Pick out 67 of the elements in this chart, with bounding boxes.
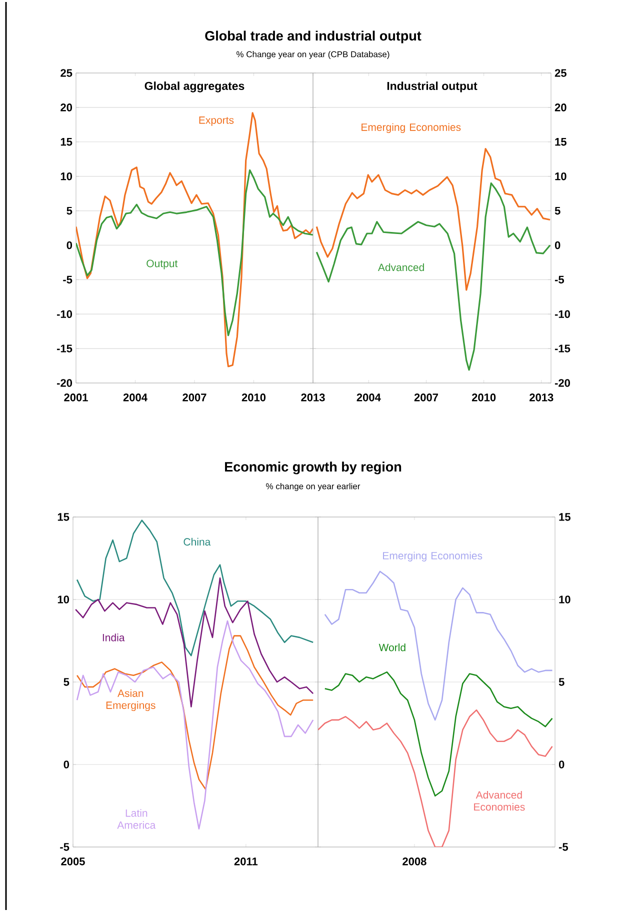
chart-title: Global trade and industrial output (205, 30, 422, 44)
x-tick-label: 2001 (64, 394, 88, 402)
x-tick-label: 2008 (402, 858, 426, 866)
x-tick-label: 2004 (123, 394, 148, 402)
line-series (316, 182, 551, 371)
text: China (184, 538, 211, 546)
line-series (76, 169, 313, 336)
x-tick-label: 2010 (242, 394, 266, 402)
line-series (316, 148, 551, 291)
y-tick-label: 25 (554, 69, 566, 77)
y-tick-label: 5 (558, 678, 564, 686)
y-tick-label: -10 (56, 310, 72, 318)
text: India (102, 634, 125, 642)
y-tick-label: 25 (60, 69, 72, 77)
series-label: Emerging Economies (383, 552, 482, 562)
x-tick-label: 2007 (182, 394, 206, 402)
chart-title: Economic growth by region (225, 462, 402, 474)
y-tick-label: 0 (554, 241, 560, 250)
line-series (318, 709, 553, 847)
y-tick-label: -15 (554, 344, 570, 352)
line-series (76, 112, 313, 368)
y-tick-label: -5 (60, 843, 70, 851)
text: Industrial output (387, 82, 478, 92)
y-tick-label: 0 (558, 760, 564, 768)
text: Emerging Economies (362, 123, 461, 133)
y-tick-label: 5 (66, 206, 72, 215)
line-series (324, 570, 553, 721)
x-tick-label: 2013 (301, 394, 325, 402)
text: Advanced Economies (474, 790, 525, 811)
y-tick-label: 20 (554, 104, 566, 112)
y-tick-label: 0 (64, 760, 70, 768)
series-label: Exports (199, 116, 234, 126)
y-tick-label: 15 (60, 138, 72, 146)
text: Output (146, 260, 178, 270)
y-tick-label: -10 (554, 310, 570, 318)
y-tick-label: 5 (554, 206, 560, 215)
y-tick-label: -20 (56, 379, 72, 387)
text: Latin America (117, 809, 156, 829)
x-tick-label: 2011 (234, 858, 258, 866)
x-tick-label: 2010 (472, 394, 496, 402)
y-tick-label: 0 (66, 241, 72, 250)
y-tick-label: 10 (555, 172, 566, 180)
x-tick-label: 2013 (530, 394, 554, 402)
y-tick-label: 10 (58, 596, 70, 604)
y-tick-label: -20 (554, 379, 570, 387)
y-tick-label: -15 (56, 344, 72, 352)
y-tick-label: 15 (559, 513, 570, 521)
x-tick-label: 2005 (61, 858, 85, 866)
y-tick-label: 20 (60, 104, 72, 112)
y-tick-label: 5 (64, 678, 70, 686)
x-tick-label: 2007 (414, 394, 438, 402)
y-tick-label: 15 (555, 138, 566, 146)
y-tick-label: 10 (559, 596, 570, 604)
chart-subtitle: % Change year on year (CPB Database) (236, 51, 390, 59)
y-tick-label: -5 (558, 843, 568, 851)
chart-subtitle: % change on year earlier (266, 483, 360, 491)
x-tick-label: 2004 (356, 394, 381, 402)
y-tick-label: -5 (63, 276, 72, 284)
series-label: Asian Emergings (106, 689, 156, 712)
annotation: Global aggregates (144, 82, 244, 92)
text: World (378, 643, 406, 652)
y-tick-label: 10 (60, 172, 72, 180)
y-tick-label: -5 (554, 276, 564, 284)
text: Advanced (378, 263, 424, 272)
line-series (76, 620, 314, 830)
y-tick-label: 15 (58, 513, 70, 521)
line-series (76, 635, 314, 790)
